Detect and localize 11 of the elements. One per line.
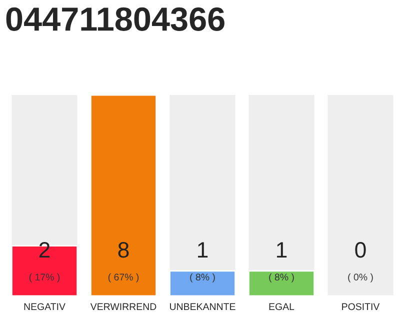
- chart-title: 044711804366: [6, 7, 224, 31]
- data-label: 0 ( 0% ): [348, 242, 373, 282]
- data-label: 8 ( 67% ): [108, 242, 139, 282]
- data-label: 2 ( 17% ): [29, 242, 60, 282]
- x-tick-label: POSITIV: [342, 303, 380, 310]
- x-tick-label: EGAL: [269, 303, 294, 310]
- x-tick-label: VERWIRREND: [90, 303, 156, 310]
- x-tick-label: NEGATIV: [24, 303, 66, 310]
- data-label: 1 ( 8% ): [269, 242, 294, 282]
- x-tick-label: UNBEKANNTE: [170, 303, 236, 310]
- data-label: 1 ( 8% ): [190, 242, 215, 282]
